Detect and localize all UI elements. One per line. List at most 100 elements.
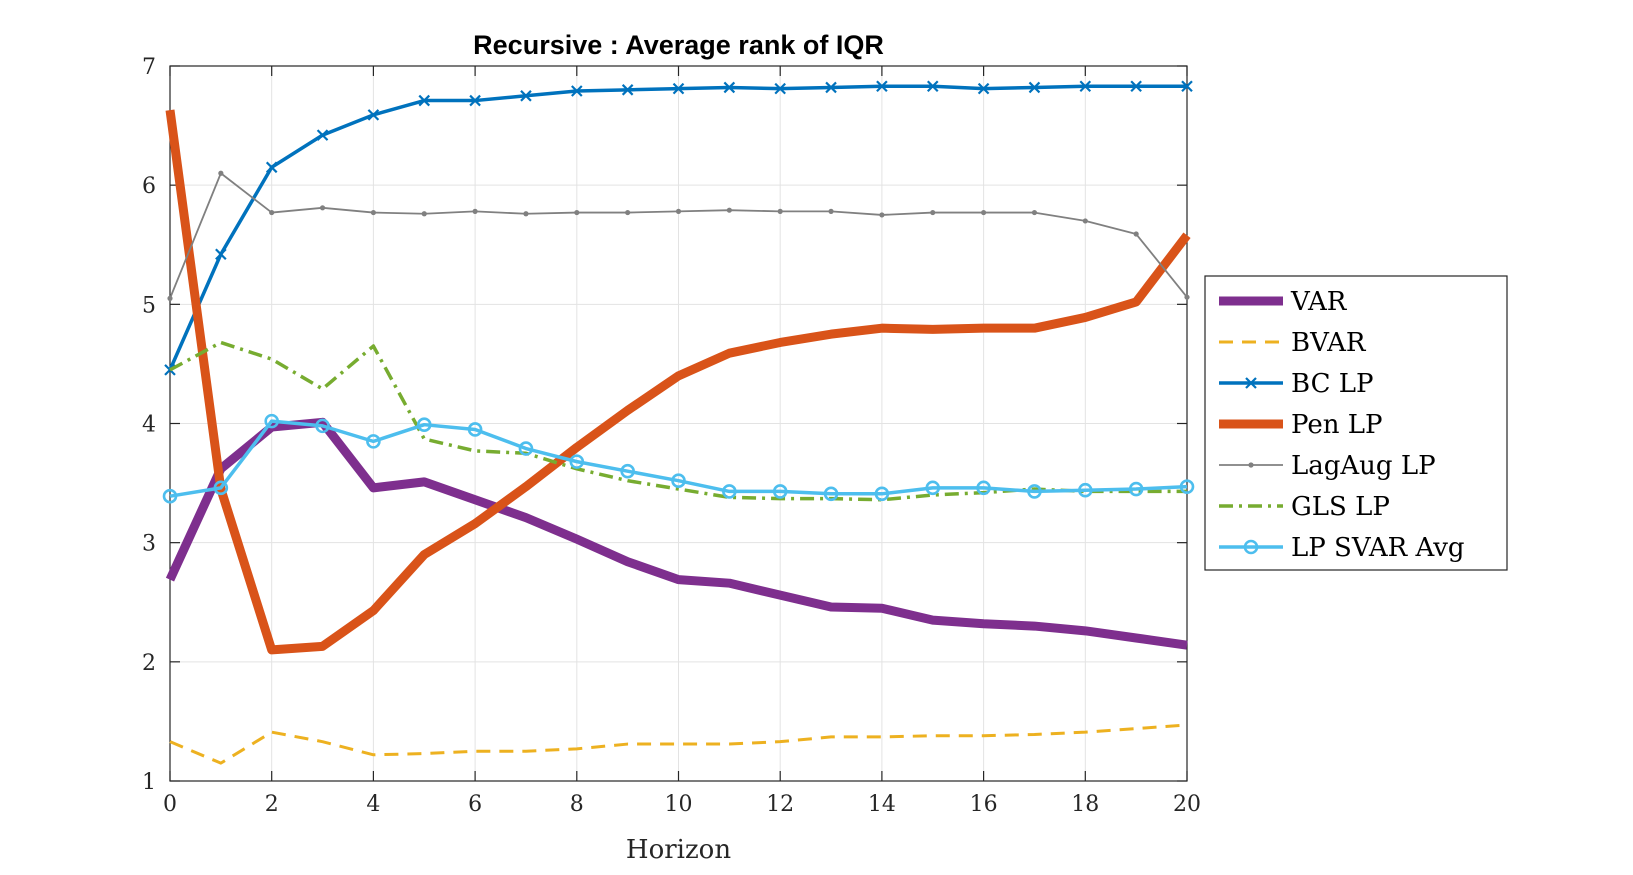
y-tick-label: 3 <box>142 532 156 557</box>
y-tick-label: 1 <box>142 770 156 795</box>
point-lp-svar-avg-marker <box>1128 481 1144 497</box>
legend: VAR BVAR BC LP Pen LP LagAug LP GLS LP LP SVAR… <box>1204 275 1508 571</box>
y-tick-label: 6 <box>142 174 156 199</box>
x-tick-label: 12 <box>766 792 794 817</box>
legend-entry-gls-lp: GLS LP <box>1219 492 1390 522</box>
y-tick-label: 5 <box>142 293 156 318</box>
point-lp-svar-avg-marker <box>874 486 890 502</box>
point-lagaug-lp-marker <box>879 212 885 218</box>
point-lagaug-lp-marker <box>1184 294 1190 300</box>
point-bc-lp-marker <box>723 81 736 94</box>
x-tick-label: 14 <box>868 792 896 817</box>
point-bc-lp-marker <box>265 161 278 174</box>
point-bc-lp-marker <box>418 94 431 107</box>
point-bc-lp-marker <box>520 90 532 102</box>
point-lagaug-lp-marker <box>1031 209 1038 216</box>
point-lp-svar-avg-marker <box>467 422 483 437</box>
x-tick-label: 8 <box>570 792 584 817</box>
point-bc-lp-marker <box>1028 81 1041 94</box>
x-tick-label: 20 <box>1173 792 1201 817</box>
point-lp-svar-avg-marker <box>1179 479 1195 494</box>
x-tick-label: 16 <box>970 792 998 817</box>
series-line-gls-lp <box>169 340 1187 502</box>
point-lp-svar-avg-marker <box>722 484 737 499</box>
point-bc-lp-marker <box>825 81 837 94</box>
point-lagaug-lp-marker <box>574 209 580 216</box>
point-lp-svar-avg-marker <box>366 434 381 449</box>
x-tick-label: 6 <box>468 792 482 817</box>
y-tick-label: 4 <box>142 413 156 438</box>
point-bc-lp-marker <box>215 248 227 261</box>
legend-entry-bc-lp: BC LP <box>1219 369 1374 399</box>
point-bc-lp-marker <box>1181 80 1193 93</box>
y-tick-label: 2 <box>142 651 156 676</box>
series-pen-lp <box>165 109 1191 655</box>
point-lp-svar-avg-marker <box>315 418 330 434</box>
point-lagaug-lp-marker <box>421 211 427 217</box>
point-lp-svar-avg-marker <box>264 413 280 429</box>
legend-label: GLS LP <box>1291 492 1390 522</box>
point-bc-lp-marker <box>316 129 329 141</box>
x-axis-label: Horizon <box>626 835 731 865</box>
legend-lagaug-lp-marker <box>1248 462 1254 468</box>
point-lp-svar-avg-marker <box>518 441 534 456</box>
legend-label: BC LP <box>1291 369 1374 399</box>
legend-label: Pen LP <box>1291 410 1382 440</box>
point-lp-svar-avg-marker <box>162 488 178 504</box>
x-tick-label: 18 <box>1071 792 1099 817</box>
point-bc-lp-marker <box>977 82 990 95</box>
point-bc-lp-marker <box>672 82 685 95</box>
point-lagaug-lp-marker <box>218 170 224 176</box>
series-line-pen-lp <box>165 109 1191 655</box>
point-lagaug-lp-marker <box>675 208 682 214</box>
point-bc-lp-marker <box>774 82 786 95</box>
point-lagaug-lp-marker <box>1133 231 1139 237</box>
point-lagaug-lp-marker <box>777 208 783 214</box>
x-tick-label: 2 <box>265 792 279 817</box>
point-lp-svar-avg-marker <box>976 480 991 496</box>
series-line-bvar <box>169 723 1188 765</box>
point-lp-svar-avg-marker <box>1078 482 1093 498</box>
legend-entry-lagaug-lp: LagAug LP <box>1219 451 1436 481</box>
point-lp-svar-avg-marker <box>671 473 686 489</box>
legend-label: LagAug LP <box>1291 451 1436 481</box>
point-lagaug-lp-marker <box>1082 218 1088 224</box>
series-lp-svar-avg <box>162 413 1195 504</box>
point-lp-svar-avg-marker <box>569 454 585 469</box>
point-lagaug-lp-marker <box>319 205 326 211</box>
point-lp-svar-avg-marker <box>823 486 839 502</box>
point-lp-svar-avg-marker <box>772 484 788 499</box>
point-lagaug-lp-marker <box>828 208 834 214</box>
chart-title: Recursive : Average rank of IQR <box>473 30 884 60</box>
point-lp-svar-avg-marker <box>1027 484 1042 499</box>
point-bc-lp-marker <box>926 80 939 93</box>
point-lp-svar-avg-marker <box>925 480 941 496</box>
point-lagaug-lp-marker <box>269 209 275 216</box>
point-lagaug-lp-marker <box>930 209 936 216</box>
point-lagaug-lp-marker <box>981 209 987 216</box>
legend-label: BVAR <box>1291 328 1367 358</box>
point-lagaug-lp-marker <box>523 211 529 217</box>
x-tick-label: 0 <box>163 792 177 817</box>
point-lagaug-lp-marker <box>625 209 631 216</box>
series-lines <box>162 80 1195 765</box>
point-bc-lp-marker <box>876 80 888 93</box>
point-bc-lp-marker <box>1079 80 1092 93</box>
legend-entry-var: VAR <box>1219 287 1348 317</box>
legend-entry-pen-lp: Pen LP <box>1219 410 1382 440</box>
series-line-var <box>165 417 1188 650</box>
series-bvar <box>169 723 1188 765</box>
legend-entry-bvar: BVAR <box>1219 328 1367 358</box>
point-lagaug-lp-marker <box>167 295 173 301</box>
point-bc-lp-marker <box>621 84 634 96</box>
point-lp-svar-avg-marker <box>213 480 229 496</box>
point-bc-lp-marker <box>1130 80 1142 93</box>
series-bc-lp <box>164 80 1193 376</box>
series-var <box>165 417 1188 650</box>
series-lagaug-lp <box>167 170 1190 301</box>
x-tick-label: 10 <box>665 792 693 817</box>
point-lp-svar-avg-marker <box>416 417 432 432</box>
legend-lp-svar-avg-marker <box>1243 539 1259 555</box>
